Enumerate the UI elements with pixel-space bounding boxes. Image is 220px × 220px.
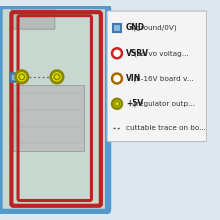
Text: (ground/0V): (ground/0V): [131, 25, 176, 31]
Text: VIN: VIN: [126, 74, 141, 83]
Circle shape: [92, 26, 96, 30]
Circle shape: [112, 48, 122, 58]
Circle shape: [92, 176, 96, 180]
Bar: [113, 24, 121, 32]
Circle shape: [6, 199, 10, 203]
Bar: [13, 85, 84, 151]
Circle shape: [92, 72, 96, 77]
Text: cuttable trace on bo...: cuttable trace on bo...: [126, 125, 206, 131]
Circle shape: [6, 165, 10, 169]
Circle shape: [92, 165, 96, 169]
Circle shape: [92, 15, 96, 19]
Circle shape: [92, 118, 96, 123]
Circle shape: [92, 199, 96, 203]
Text: (5-16V board v...: (5-16V board v...: [131, 75, 193, 82]
Circle shape: [92, 187, 96, 192]
Circle shape: [6, 61, 10, 65]
Text: GND: GND: [126, 24, 145, 33]
Circle shape: [6, 95, 10, 99]
Circle shape: [92, 84, 96, 88]
FancyBboxPatch shape: [0, 6, 108, 212]
Circle shape: [6, 49, 10, 53]
FancyBboxPatch shape: [107, 11, 207, 142]
Circle shape: [6, 72, 10, 77]
Circle shape: [6, 38, 10, 42]
Circle shape: [92, 107, 96, 111]
Circle shape: [92, 141, 96, 146]
Circle shape: [6, 141, 10, 146]
Circle shape: [92, 38, 96, 42]
Circle shape: [6, 15, 10, 19]
Circle shape: [16, 71, 28, 83]
Text: (regulator outp...: (regulator outp...: [131, 101, 194, 107]
Circle shape: [6, 118, 10, 123]
Circle shape: [51, 71, 63, 83]
Circle shape: [6, 187, 10, 192]
Text: (servo voltag...: (servo voltag...: [132, 50, 188, 57]
Circle shape: [6, 107, 10, 111]
Text: VSRV: VSRV: [126, 49, 149, 58]
Circle shape: [92, 95, 96, 99]
Circle shape: [6, 130, 10, 134]
Circle shape: [92, 153, 96, 157]
Circle shape: [112, 73, 122, 84]
Circle shape: [92, 130, 96, 134]
Circle shape: [6, 84, 10, 88]
Circle shape: [6, 153, 10, 157]
Circle shape: [92, 49, 96, 53]
FancyBboxPatch shape: [11, 9, 55, 29]
Circle shape: [6, 26, 10, 30]
Bar: [10, 73, 19, 81]
Text: +5V: +5V: [126, 99, 143, 108]
Circle shape: [92, 61, 96, 65]
Circle shape: [112, 99, 122, 109]
Circle shape: [6, 176, 10, 180]
